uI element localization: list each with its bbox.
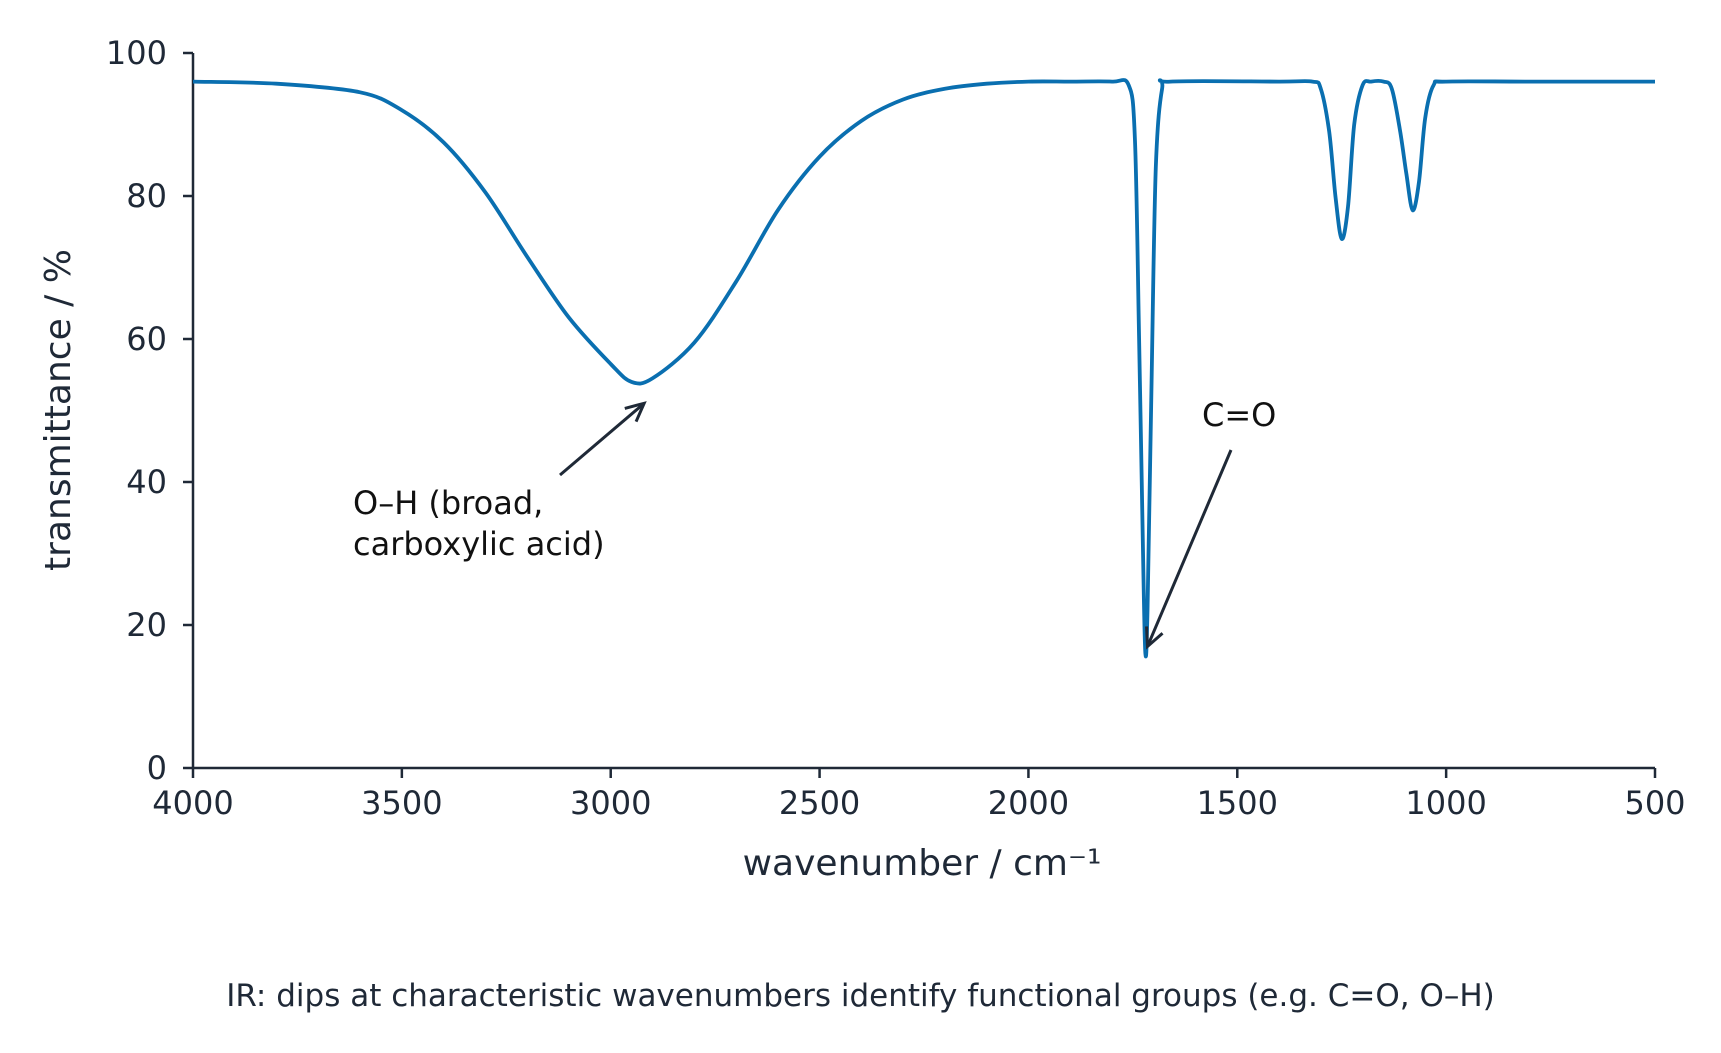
x-tick-label: 1500 <box>1197 784 1278 822</box>
x-tick-label: 2500 <box>779 784 860 822</box>
x-axis-label: wavenumber / cm⁻¹ <box>743 843 1102 884</box>
annotation: O–H (broad,carboxylic acid) <box>353 401 647 563</box>
y-ticks: 0 20 40 60 80 100 <box>106 34 193 787</box>
y-tick-label: 100 <box>106 34 167 72</box>
annotations: O–H (broad,carboxylic acid) C=O <box>353 396 1276 650</box>
annotation: C=O <box>1145 396 1276 650</box>
axes <box>191 53 1655 770</box>
x-tick-label: 2000 <box>988 784 1069 822</box>
y-tick-label: 60 <box>126 320 167 358</box>
y-axis-label: transmittance / % <box>38 249 79 571</box>
x-tick-label: 3000 <box>570 784 651 822</box>
x-tick-label: 500 <box>1624 784 1685 822</box>
plot-area <box>192 78 1655 659</box>
annotation-arrow <box>1146 449 1233 648</box>
annotation-arrow <box>559 402 646 477</box>
x-tick-label: 4000 <box>152 784 233 822</box>
annotation-text: C=O <box>1202 396 1276 434</box>
y-tick-label: 80 <box>126 177 167 215</box>
annotation-text: carboxylic acid) <box>353 525 605 563</box>
y-tick-label: 20 <box>126 606 167 644</box>
y-tick-label: 0 <box>147 749 167 787</box>
x-ticks: 4000 3500 3000 2500 2000 1500 1000 500 <box>152 768 1686 822</box>
annotation-arrowhead <box>1145 626 1164 650</box>
annotation-arrowhead <box>624 401 647 423</box>
annotation-text: O–H (broad, <box>353 484 543 522</box>
y-tick-label: 40 <box>126 463 167 501</box>
x-tick-label: 3500 <box>361 784 442 822</box>
spectrum-line <box>192 78 1655 659</box>
x-tick-label: 1000 <box>1405 784 1486 822</box>
chart-caption: IR: dips at characteristic wavenumbers i… <box>226 978 1495 1014</box>
